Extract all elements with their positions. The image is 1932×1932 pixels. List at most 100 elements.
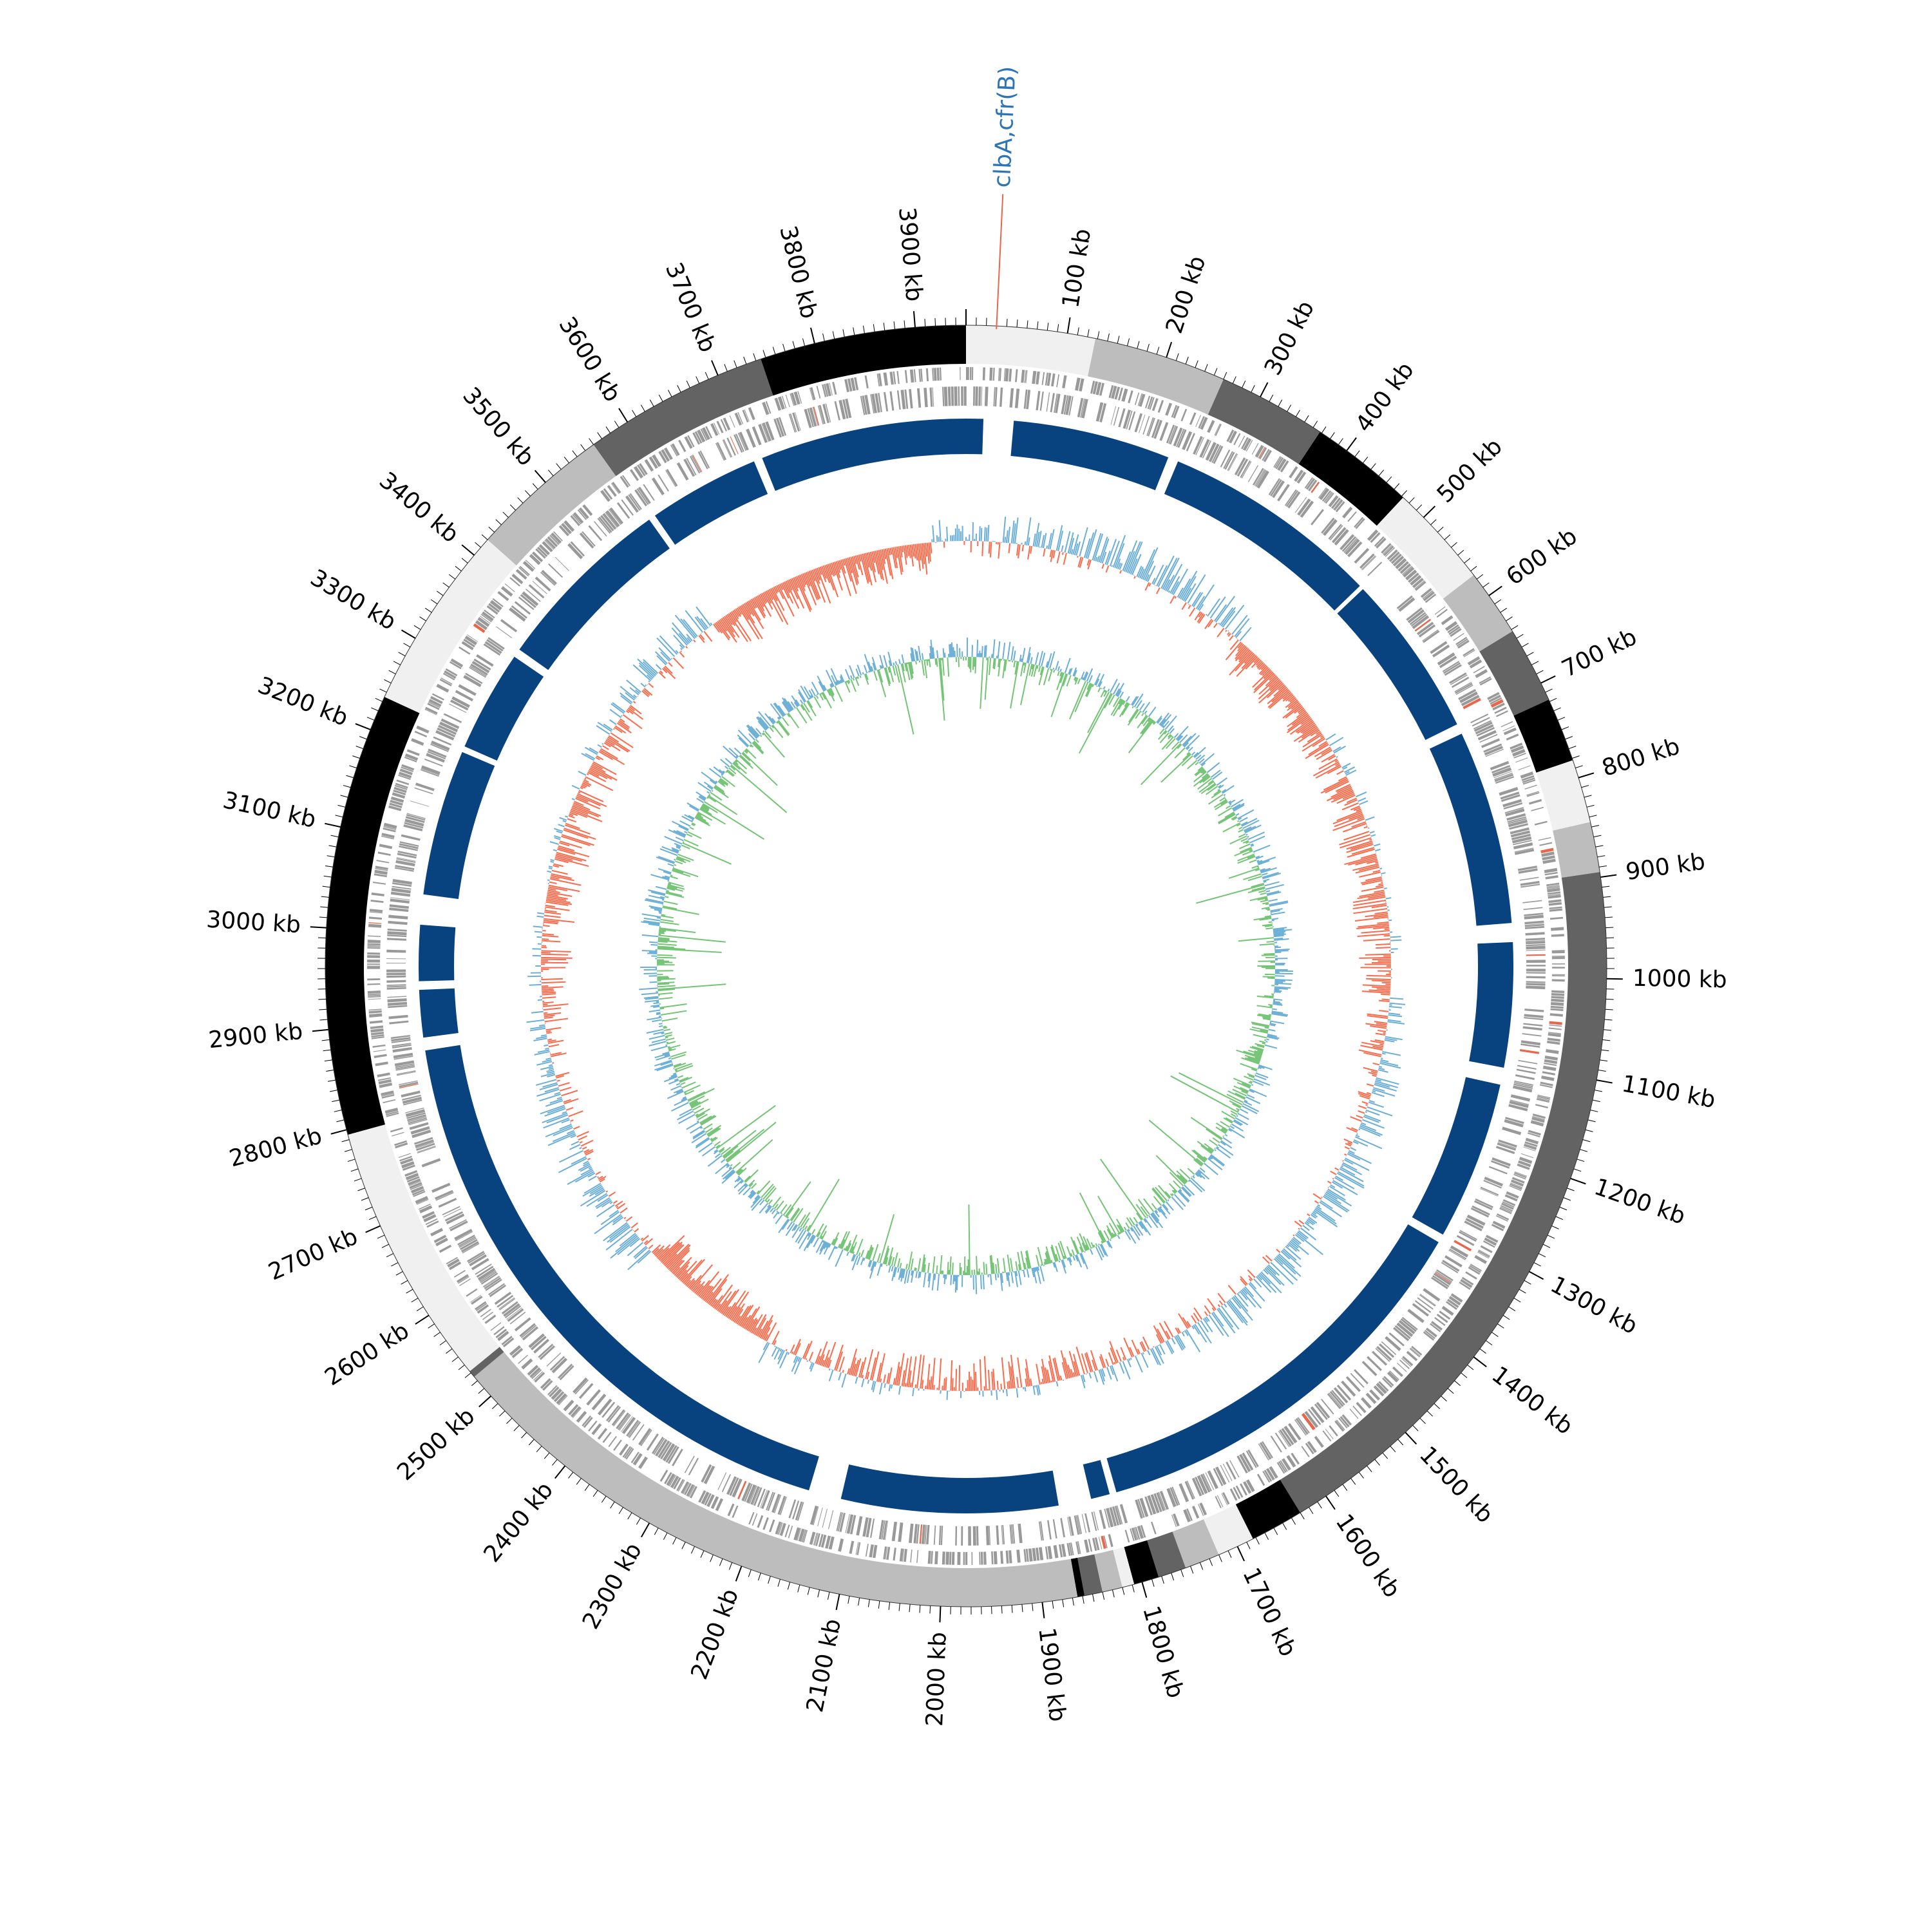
gene-feature — [444, 1211, 464, 1222]
gc-bar — [542, 934, 559, 938]
gc-bar — [1226, 1301, 1244, 1323]
gc-bar — [556, 1079, 560, 1082]
tick-label: 2300 kb — [578, 1539, 647, 1634]
gc-bar — [1378, 1067, 1385, 1070]
skew-bar — [1118, 699, 1123, 705]
minor-tick — [319, 1009, 327, 1010]
skew-bar — [688, 815, 695, 819]
gc-bar — [904, 1383, 907, 1387]
skew-bar — [752, 1195, 761, 1204]
gene-feature — [511, 573, 524, 585]
minor-tick — [649, 399, 654, 407]
gc-bar — [548, 886, 568, 891]
gc-bar — [1010, 520, 1015, 544]
gc-bar — [561, 1119, 570, 1124]
skew-bar — [936, 1265, 938, 1274]
gc-bar — [913, 544, 916, 559]
gene-feature — [488, 603, 500, 613]
gc-bar — [1361, 1041, 1384, 1048]
skew-bar — [1225, 1117, 1233, 1123]
gene-feature — [1375, 1348, 1390, 1362]
skew-bar — [651, 1038, 666, 1043]
skew-bar — [1273, 1001, 1281, 1003]
gc-bar — [553, 865, 560, 868]
gene-feature — [1506, 1191, 1519, 1199]
gene-feature — [752, 426, 762, 446]
gene-feature — [1505, 1117, 1524, 1124]
gene-feature — [932, 368, 934, 381]
gc-bar — [1064, 531, 1071, 553]
gene-feature — [1224, 451, 1235, 470]
gene-feature — [608, 1435, 617, 1447]
skew-bar — [676, 857, 685, 862]
minor-tick — [337, 804, 346, 808]
gc-bar — [547, 1133, 576, 1146]
gene-feature — [1354, 547, 1370, 564]
gc-bar — [1372, 1062, 1380, 1066]
gene-feature — [1425, 1327, 1437, 1338]
gc-bar — [1129, 1347, 1135, 1357]
gene-feature — [1281, 1428, 1294, 1445]
gc-bar — [793, 1338, 801, 1355]
gene-feature — [503, 1303, 520, 1317]
skew-bar — [984, 658, 989, 700]
skew-bar — [1034, 652, 1039, 665]
gc-bar — [539, 1083, 558, 1091]
gc-bar — [1280, 1251, 1291, 1260]
gc-bar — [1077, 556, 1082, 567]
skew-bar — [1138, 1222, 1144, 1229]
gene-feature — [1449, 1248, 1467, 1260]
gene-feature — [578, 1383, 594, 1399]
gc-bar — [1073, 1354, 1081, 1376]
gc-bar — [755, 1318, 767, 1336]
gc-bar — [1372, 1090, 1376, 1093]
gene-feature — [762, 402, 770, 415]
skew-bar — [660, 1061, 672, 1066]
gc-bar — [1334, 1177, 1355, 1189]
gene-feature — [389, 907, 409, 913]
gc-bar — [1046, 545, 1048, 549]
minor-tick — [461, 558, 468, 564]
skew-bar — [1236, 1115, 1238, 1117]
gc-bar — [612, 702, 626, 713]
skew-bar — [649, 941, 658, 943]
gc-bar — [586, 773, 589, 775]
gc-bar — [1291, 702, 1300, 710]
gene-feature — [372, 1044, 386, 1048]
skew-bar — [900, 1268, 904, 1278]
skew-bar — [927, 1262, 930, 1273]
gene-feature — [972, 1526, 976, 1546]
gc-bar — [1008, 543, 1011, 553]
skew-bar — [1271, 1010, 1283, 1014]
skew-bar — [1200, 753, 1215, 766]
gene-feature — [1273, 456, 1281, 468]
gc-bar — [612, 1215, 623, 1224]
minor-tick — [883, 323, 886, 331]
gc-bar — [1387, 1021, 1405, 1025]
skew-bar — [1235, 1092, 1246, 1099]
gc-bar — [860, 554, 869, 584]
gc-bar — [1092, 1359, 1097, 1371]
skew-bar — [850, 1246, 855, 1253]
gene-feature — [439, 721, 459, 733]
gene-feature — [375, 866, 388, 870]
tick-label: 900 kb — [1624, 848, 1707, 886]
gc-bar — [542, 1082, 558, 1088]
skew-bar — [1032, 1267, 1037, 1283]
gc-bar — [985, 527, 988, 542]
gc-bar — [533, 925, 543, 928]
gene-feature — [607, 485, 617, 497]
gc-bar — [1357, 816, 1365, 820]
gene-feature — [399, 843, 419, 849]
skew-bar — [1273, 934, 1284, 938]
gc-bar — [1327, 1180, 1332, 1184]
gene-feature — [1547, 887, 1560, 893]
skew-bar — [1078, 692, 1112, 754]
major-tick — [810, 327, 815, 344]
skew-bar — [672, 868, 684, 874]
gc-bar — [1346, 797, 1357, 803]
skew-bar — [703, 800, 764, 840]
skew-bar — [667, 863, 674, 867]
gene-feature — [814, 1533, 819, 1546]
gene-feature — [473, 658, 491, 671]
